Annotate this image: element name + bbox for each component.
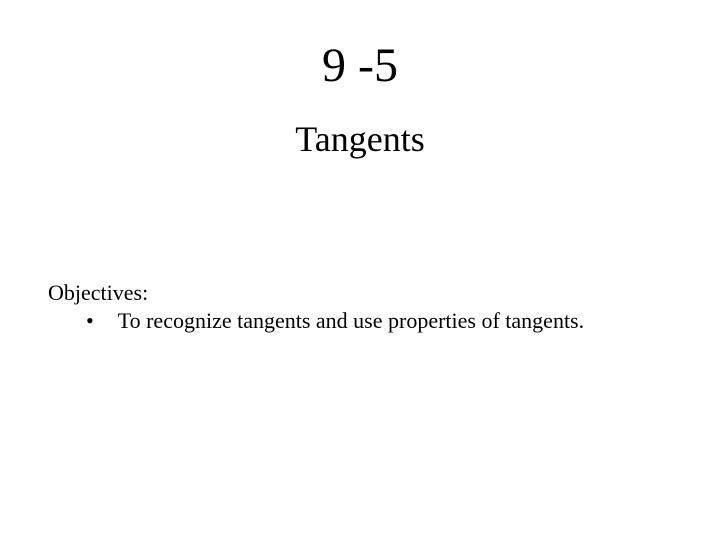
list-item: • To recognize tangents and use properti… (86, 308, 584, 334)
page-title: 9 -5 (0, 0, 720, 93)
list-item-text: To recognize tangents and use properties… (118, 308, 584, 334)
page-subtitle: Tangents (0, 93, 720, 160)
bullet-icon: • (86, 308, 94, 334)
objectives-list: • To recognize tangents and use properti… (48, 306, 584, 334)
objectives-section: Objectives: • To recognize tangents and … (48, 280, 584, 334)
objectives-label: Objectives: (48, 280, 584, 306)
